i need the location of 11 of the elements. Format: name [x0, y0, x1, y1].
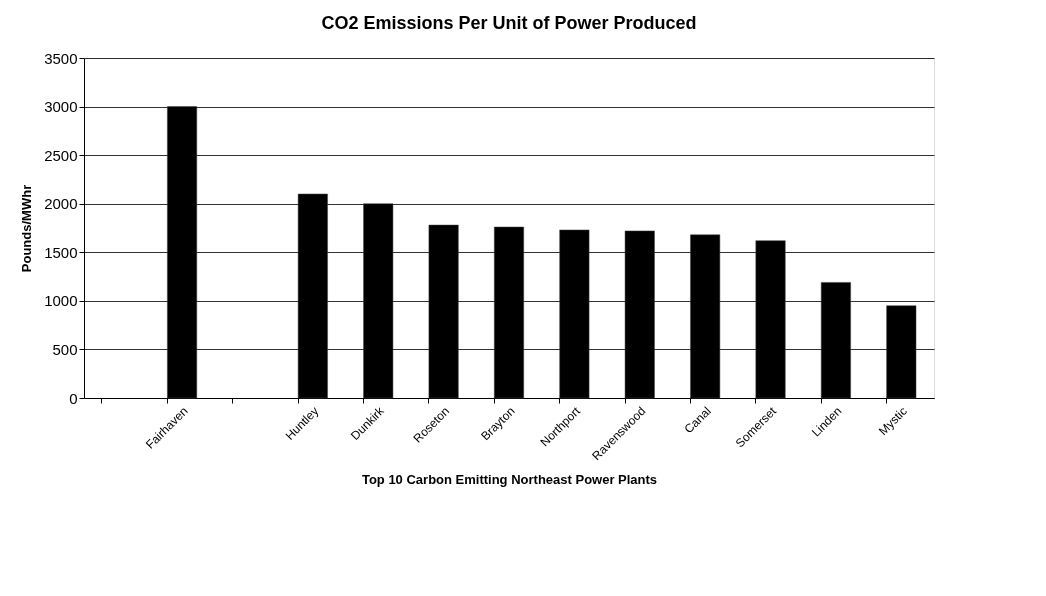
y-tick-label: 3000	[44, 98, 78, 116]
y-tick-label: 2000	[44, 195, 78, 213]
x-axis-title: Top 10 Carbon Emitting Northeast Power Plants	[361, 472, 658, 488]
chart-title: CO2 Emissions Per Unit of Power Produced	[321, 13, 697, 33]
y-tick-label: 1000	[44, 292, 78, 310]
y-tick-label: 2500	[44, 146, 78, 164]
y-tick-label: 3500	[44, 49, 78, 67]
y-tick-label: 0	[69, 389, 78, 407]
y-tick-label: 500	[52, 340, 78, 358]
y-axis-title: Pounds/MWhr	[19, 184, 35, 273]
y-tick-label: 1500	[44, 243, 78, 261]
